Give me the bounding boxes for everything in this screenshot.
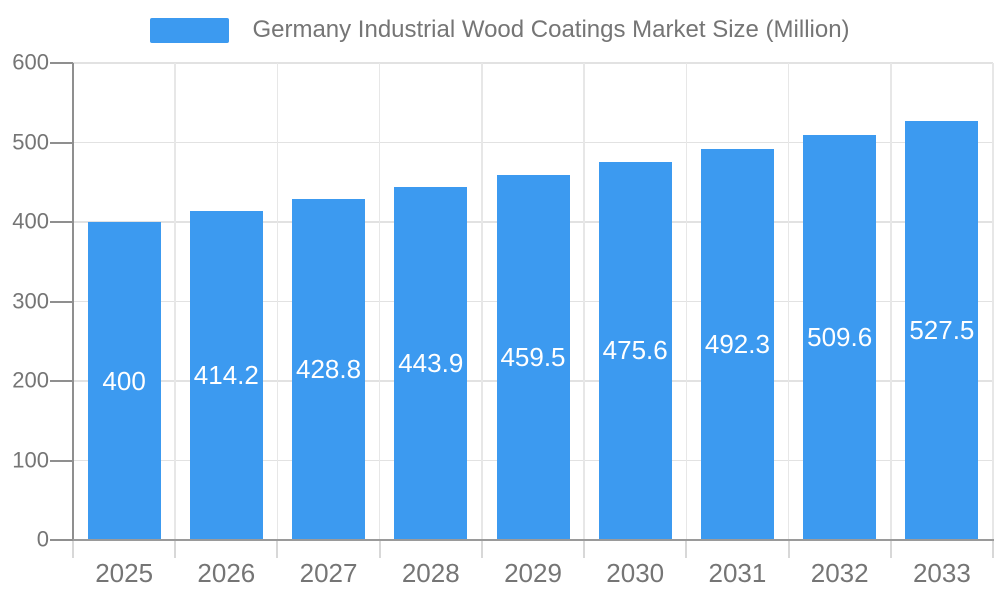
- y-tick: [50, 221, 73, 223]
- y-tick: [50, 141, 73, 144]
- bar-value-label: 475.6: [602, 335, 668, 366]
- y-tick-label: 500: [12, 128, 49, 154]
- gridline-v: [276, 63, 279, 540]
- gridline-v: [890, 63, 892, 540]
- bar[interactable]: 527.5: [905, 120, 979, 540]
- bar[interactable]: 459.5: [496, 174, 570, 540]
- legend-label: Germany Industrial Wood Coatings Market …: [252, 16, 850, 43]
- bar-value-label: 509.6: [807, 321, 873, 352]
- bar[interactable]: 414.2: [189, 210, 263, 540]
- x-tick-label: 2026: [197, 558, 256, 588]
- plot-area: 400 414.2 428.8 443.9 459.5 475.6 492.3 509.6 52…: [73, 62, 994, 540]
- x-tick: [378, 541, 381, 558]
- x-tick: [992, 541, 994, 558]
- legend[interactable]: Germany Industrial Wood Coatings Market …: [0, 14, 1000, 46]
- y-tick-label: 100: [12, 446, 49, 472]
- y-axis-labels: 0 100 200 300 400 500 600: [0, 0, 49, 600]
- bar-value-label: 492.3: [704, 328, 770, 359]
- x-tick: [174, 541, 177, 558]
- y-tick-label: 400: [12, 208, 49, 234]
- y-tick-label: 0: [36, 526, 49, 552]
- gridline-v: [685, 63, 688, 540]
- x-axis-line: [72, 539, 994, 541]
- x-tick: [889, 541, 892, 558]
- legend-swatch-icon: [150, 17, 230, 43]
- y-tick-label: 200: [12, 367, 49, 393]
- x-tick-label: 2027: [299, 558, 358, 588]
- gridline-v: [378, 63, 381, 540]
- x-tick: [72, 541, 74, 558]
- y-tick-label: 600: [12, 49, 49, 75]
- x-tick-label: 2030: [606, 558, 665, 588]
- bar-value-label: 459.5: [500, 341, 566, 372]
- y-tick: [50, 539, 73, 541]
- bar[interactable]: 475.6: [598, 161, 672, 540]
- x-tick: [480, 541, 483, 558]
- gridline-v: [992, 63, 994, 540]
- x-tick-label: 2028: [401, 558, 460, 588]
- bar-value-label: 414.2: [193, 359, 259, 390]
- bar[interactable]: 492.3: [700, 148, 774, 540]
- gridline-v: [174, 63, 176, 540]
- bar-value-label: 443.9: [398, 348, 464, 379]
- y-axis-line: [72, 63, 74, 540]
- x-tick-label: 2033: [912, 558, 971, 588]
- x-tick: [276, 541, 279, 558]
- bar-value-label: 527.5: [909, 314, 975, 345]
- gridline-h: [73, 141, 993, 144]
- x-tick-label: 2029: [504, 558, 562, 588]
- x-tick-label: 2032: [810, 558, 869, 588]
- bar[interactable]: 428.8: [292, 199, 366, 540]
- y-tick: [50, 459, 73, 462]
- y-tick: [50, 300, 73, 303]
- bar-value-label: 428.8: [296, 354, 362, 385]
- y-tick: [50, 62, 73, 64]
- x-tick-label: 2025: [95, 558, 154, 588]
- bar[interactable]: 443.9: [394, 187, 468, 540]
- bar-value-label: 400: [102, 365, 146, 396]
- gridline-h: [73, 62, 993, 64]
- gridline-v: [583, 63, 585, 540]
- y-tick-label: 300: [12, 287, 49, 313]
- y-tick: [50, 380, 73, 382]
- x-tick-label: 2031: [708, 558, 767, 588]
- x-tick: [787, 541, 790, 558]
- x-tick: [583, 541, 586, 558]
- x-tick: [685, 541, 688, 558]
- gridline-v: [787, 63, 790, 540]
- gridline-v: [481, 63, 483, 540]
- bar[interactable]: 509.6: [803, 134, 877, 540]
- bar[interactable]: 400: [87, 222, 161, 540]
